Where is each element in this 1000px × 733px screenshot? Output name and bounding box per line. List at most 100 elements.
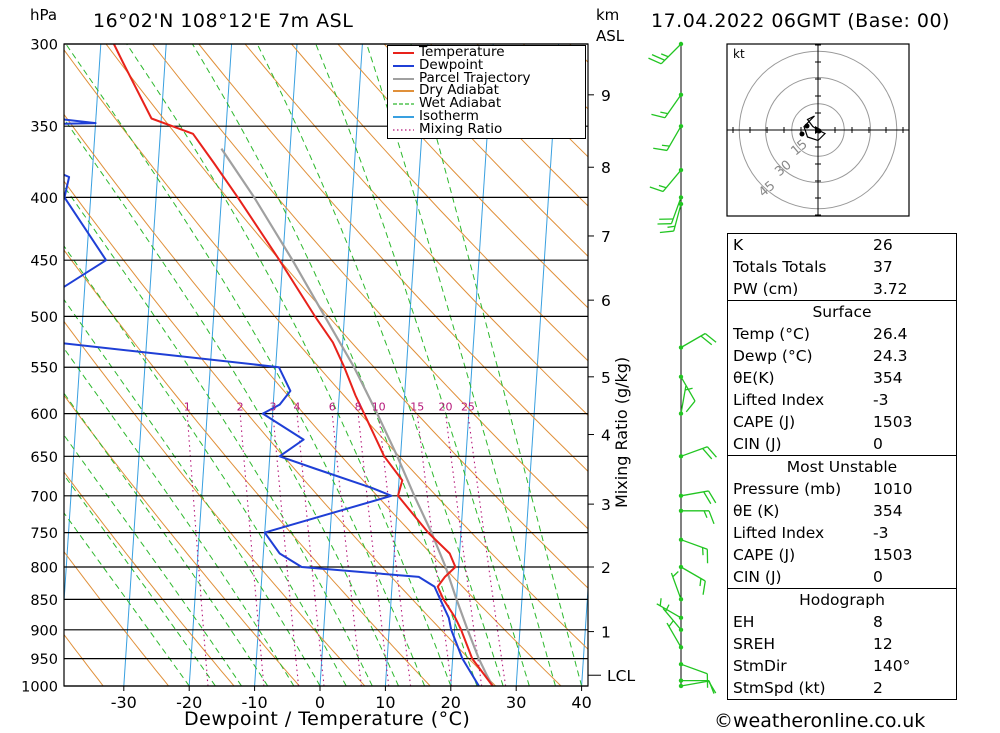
hodograph-title: Hodograph [799, 591, 885, 609]
index-value: 24.3 [873, 347, 908, 365]
barb-staff [662, 607, 682, 631]
mixing-ratio-label: 6 [329, 401, 336, 414]
barb-flag [657, 223, 672, 225]
wind-barbs [648, 41, 717, 694]
wind-barb [657, 195, 684, 225]
barb-half-flag [659, 598, 662, 606]
index-row: Pressure (mb) 1010 [728, 478, 956, 500]
dry-adiabat [152, 44, 588, 530]
index-value: 3.72 [873, 280, 908, 298]
index-row: CIN (J) 0 [728, 433, 956, 455]
index-row: StmDir 140° [728, 655, 956, 677]
index-value: 12 [873, 635, 893, 653]
x-tick-label: -20 [176, 693, 202, 712]
wet-adiabat [64, 474, 216, 686]
barb-dot [678, 374, 684, 379]
barb-dot [678, 508, 684, 513]
legend-swatch [393, 64, 414, 67]
pressure-tick-label: 600 [30, 407, 58, 423]
barb-flag [704, 332, 717, 343]
index-row: Totals Totals 37 [728, 256, 956, 278]
legend-label: Wet Adiabat [419, 95, 502, 112]
pressure-tick-label: 300 [30, 38, 58, 54]
legend-item: Mixing Ratio [392, 120, 582, 137]
barb-staff [662, 169, 682, 192]
legend-label: Dewpoint [419, 56, 484, 73]
barb-staff [660, 43, 682, 65]
plot-frame [63, 43, 589, 687]
wind-barb [678, 564, 706, 595]
wind-barb [678, 446, 717, 460]
barb-flag [708, 510, 715, 525]
barb-half-flag [660, 53, 669, 58]
barb-staff [680, 663, 708, 675]
isotherm [647, 44, 689, 686]
index-label: StmSpd (kt) [733, 679, 826, 697]
mixing-ratio-label: 4 [294, 401, 301, 414]
x-tick-label: 10 [375, 693, 395, 712]
wind-barb [651, 92, 684, 119]
dry-adiabat [337, 44, 588, 309]
index-label: SREH [733, 635, 776, 653]
index-row: CIN (J) 0 [728, 566, 956, 588]
barb-staff [680, 566, 706, 582]
legend-label: Mixing Ratio [419, 120, 503, 137]
barb-flag [703, 491, 712, 505]
wet-adiabat [256, 44, 504, 686]
wind-barb [678, 508, 715, 525]
isotherm [188, 44, 233, 686]
barb-dot [678, 123, 684, 129]
wet-adiabat [65, 44, 426, 686]
pressure-unit: hPa [30, 6, 58, 24]
profiles [64, 44, 494, 686]
index-value: 354 [873, 502, 903, 520]
pressure-tick-label: 1000 [21, 680, 58, 696]
axes: 3003504004505005506006507007508008509009… [21, 38, 635, 713]
barb-dot [678, 597, 684, 602]
index-row: Lifted Index -3 [728, 522, 956, 544]
height-tick-label: 3 [601, 496, 611, 514]
index-row: CAPE (J) 1503 [728, 411, 956, 433]
location-title: 16°02'N 108°12'E 7m ASL [93, 10, 354, 32]
barb-dot [678, 537, 684, 542]
dry-adiabat [64, 113, 562, 686]
index-value: 26 [873, 236, 893, 254]
mixing-ratio-axis-label: Mixing Ratio (g/kg) [612, 356, 631, 508]
legend-label: Dry Adiabat [419, 82, 499, 99]
barb-dot [678, 645, 684, 650]
isotherm [384, 44, 429, 686]
index-value: 1503 [873, 546, 913, 564]
barb-dot [678, 493, 684, 498]
surface-title: Surface [812, 303, 872, 321]
pressure-tick-label: 550 [30, 361, 58, 377]
barb-dot [678, 41, 684, 47]
barb-flag [685, 400, 696, 413]
index-label: Dewp (°C) [733, 347, 813, 365]
dry-adiabat [383, 44, 588, 257]
barb-half-flag [664, 604, 670, 612]
barb-half-flag [658, 184, 667, 189]
barb-staff [680, 680, 709, 687]
x-tick-label: 40 [571, 693, 591, 712]
index-label: Lifted Index [733, 391, 825, 409]
barb-half-flag [661, 144, 670, 147]
wet-adiabat [410, 44, 583, 686]
pressure-tick-label: 900 [30, 623, 58, 639]
index-value: 37 [873, 258, 893, 276]
barb-half-flag [685, 387, 693, 391]
lcl-label: LCL [607, 667, 635, 685]
barb-dot [678, 615, 684, 620]
isotherm [123, 44, 167, 686]
mixing-ratio-line [331, 413, 362, 686]
wind-barb [678, 332, 717, 350]
wind-barb [659, 201, 684, 234]
index-label: Totals Totals [733, 258, 827, 276]
barb-half-flag [667, 225, 676, 228]
legend-swatch [393, 52, 414, 54]
index-label: θE (K) [733, 502, 780, 520]
pressure-tick-label: 500 [30, 310, 58, 326]
barb-dot [678, 454, 684, 459]
index-label: CAPE (J) [733, 413, 796, 431]
